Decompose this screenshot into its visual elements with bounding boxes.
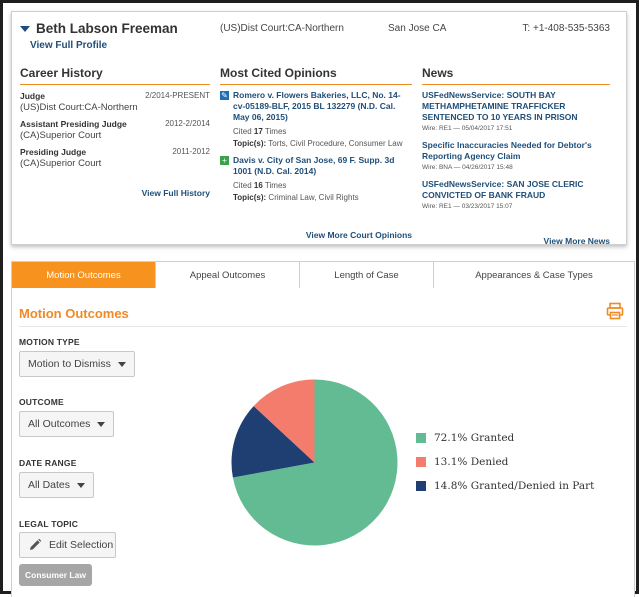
legend-item: 72.1% Granted [416, 426, 594, 450]
tab-appeal-outcomes[interactable]: Appeal Outcomes [156, 262, 300, 288]
news-headline-link[interactable]: Specific Inaccuracies Needed for Debtor'… [422, 140, 592, 161]
judge-phone: T: +1-408-535-5363 [522, 23, 610, 34]
legend-item: 13.1% Denied [416, 450, 594, 474]
judge-profile-card: Beth Labson Freeman View Full Profile (U… [11, 11, 627, 246]
edit-icon[interactable]: ✎ [220, 91, 229, 100]
section-divider [19, 326, 627, 327]
career-item: Presiding Judge 2011-2012 (CA)Superior C… [20, 147, 210, 169]
outcome-label: OUTCOME [19, 397, 64, 407]
news-meta: Wire: RE1 — 05/04/2017 17:51 [422, 125, 513, 132]
legend-label: 14.8% Granted/Denied in Part [434, 480, 595, 492]
legal-topic-label: LEGAL TOPIC [19, 519, 79, 529]
most-cited-opinions-section: Most Cited Opinions ✎ Romero v. Flowers … [220, 66, 412, 246]
motion-type-label: MOTION TYPE [19, 337, 80, 347]
career-court: (US)Dist Court:CA-Northern [20, 102, 138, 113]
motion-type-value: Motion to Dismiss [28, 358, 111, 370]
tab-appearances-case-types[interactable]: Appearances & Case Types [434, 262, 634, 288]
edit-selection-button[interactable]: Edit Selection [19, 532, 116, 558]
news-meta: Wire: RE1 — 03/23/2017 15:07 [422, 203, 513, 210]
career-role: Judge [20, 91, 46, 101]
legal-topic-tag[interactable]: Consumer Law [19, 564, 92, 586]
career-role: Presiding Judge [20, 147, 87, 157]
news-title: News [422, 66, 610, 85]
legend-swatch [416, 481, 426, 491]
pie-legend: 72.1% Granted 13.1% Denied 14.8% Granted/D… [416, 426, 594, 498]
career-court: (CA)Superior Court [20, 130, 102, 141]
opinion-title-link[interactable]: Davis v. City of San Jose, 69 F. Supp. 3… [233, 155, 395, 176]
judge-city: San Jose CA [388, 23, 447, 34]
chevron-down-icon [97, 421, 106, 427]
news-headline-link[interactable]: USFedNewsService: SAN JOSE CLERIC CONVIC… [422, 179, 584, 200]
view-full-profile-link[interactable]: View Full Profile [30, 40, 108, 51]
date-range-label: DATE RANGE [19, 458, 77, 468]
news-headline-link[interactable]: USFedNewsService: SOUTH BAY METHAMPHETAM… [422, 90, 578, 122]
career-role: Assistant Presiding Judge [20, 119, 127, 129]
career-date: 2/2014-PRESENT [145, 91, 210, 100]
analytics-panel: Motion Outcomes Appeal Outcomes Length o… [11, 261, 635, 597]
legend-label: 72.1% Granted [434, 432, 515, 444]
career-history-section: Career History Judge 2/2014-PRESENT (US)… [20, 66, 210, 256]
legend-label: 13.1% Denied [434, 456, 509, 468]
opinion-title-link[interactable]: Romero v. Flowers Bakeries, LLC, No. 14-… [233, 90, 401, 122]
career-date: 2011-2012 [172, 147, 210, 156]
chevron-down-icon [117, 361, 126, 367]
career-date: 2012-2/2014 [165, 119, 210, 128]
pie-slice[interactable] [232, 379, 398, 546]
opinion-item: + Davis v. City of San Jose, 69 F. Supp.… [220, 155, 412, 203]
edit-selection-label: Edit Selection [49, 539, 114, 551]
motion-outcomes-pie-chart [231, 379, 398, 546]
pie-slice[interactable] [231, 406, 315, 478]
judge-court: (US)Dist Court:CA-Northern [220, 23, 344, 34]
view-more-news-link[interactable]: View More News [543, 236, 610, 246]
legend-swatch [416, 433, 426, 443]
outcome-dropdown[interactable]: All Outcomes [19, 411, 115, 437]
pie-slice[interactable] [253, 379, 315, 463]
view-full-history-link[interactable]: View Full History [141, 188, 210, 198]
opinion-cited-count: 17 [253, 127, 263, 136]
career-item: Assistant Presiding Judge 2012-2/2014 (C… [20, 119, 210, 141]
career-item: Judge 2/2014-PRESENT (US)Dist Court:CA-N… [20, 91, 210, 113]
motion-outcomes-title: Motion Outcomes [19, 306, 129, 321]
legend-swatch [416, 457, 426, 467]
news-item: USFedNewsService: SAN JOSE CLERIC CONVIC… [422, 179, 610, 210]
news-meta: Wire: BNA — 04/26/2017 15:48 [422, 164, 513, 171]
motion-type-dropdown[interactable]: Motion to Dismiss [19, 351, 135, 377]
date-range-dropdown[interactable]: All Dates [19, 472, 95, 498]
opinion-item: ✎ Romero v. Flowers Bakeries, LLC, No. 1… [220, 90, 412, 149]
judge-name: Beth Labson Freeman [36, 21, 178, 36]
caret-down-icon [20, 25, 30, 32]
opinion-topics: Topic(s): Criminal Law, Civil Rights [233, 193, 359, 202]
opinion-cited-count: 16 [253, 181, 263, 190]
chevron-down-icon [77, 482, 86, 488]
date-range-value: All Dates [28, 479, 71, 491]
news-item: USFedNewsService: SOUTH BAY METHAMPHETAM… [422, 90, 610, 132]
most-cited-opinions-title: Most Cited Opinions [220, 66, 412, 85]
opinion-cited: Cited 16 Times [233, 181, 287, 190]
tab-motion-outcomes[interactable]: Motion Outcomes [12, 262, 156, 288]
analytics-tabs: Motion Outcomes Appeal Outcomes Length o… [12, 262, 634, 288]
tab-length-of-case[interactable]: Length of Case [300, 262, 434, 288]
outcome-value: All Outcomes [28, 418, 91, 430]
judge-name-toggle[interactable]: Beth Labson Freeman [20, 21, 178, 36]
view-more-opinions-link[interactable]: View More Court Opinions [305, 230, 412, 240]
legend-item: 14.8% Granted/Denied in Part [416, 474, 594, 498]
career-history-title: Career History [20, 66, 210, 85]
career-court: (CA)Superior Court [20, 158, 102, 169]
news-section: News USFedNewsService: SOUTH BAY METHAMP… [422, 66, 610, 246]
opinion-cited: Cited 17 Times [233, 127, 287, 136]
opinion-topics: Topic(s): Torts, Civil Procedure, Consum… [233, 139, 403, 148]
news-item: Specific Inaccuracies Needed for Debtor'… [422, 140, 610, 171]
plus-icon[interactable]: + [220, 156, 229, 165]
pencil-icon [30, 538, 42, 550]
printer-icon[interactable] [606, 302, 624, 320]
